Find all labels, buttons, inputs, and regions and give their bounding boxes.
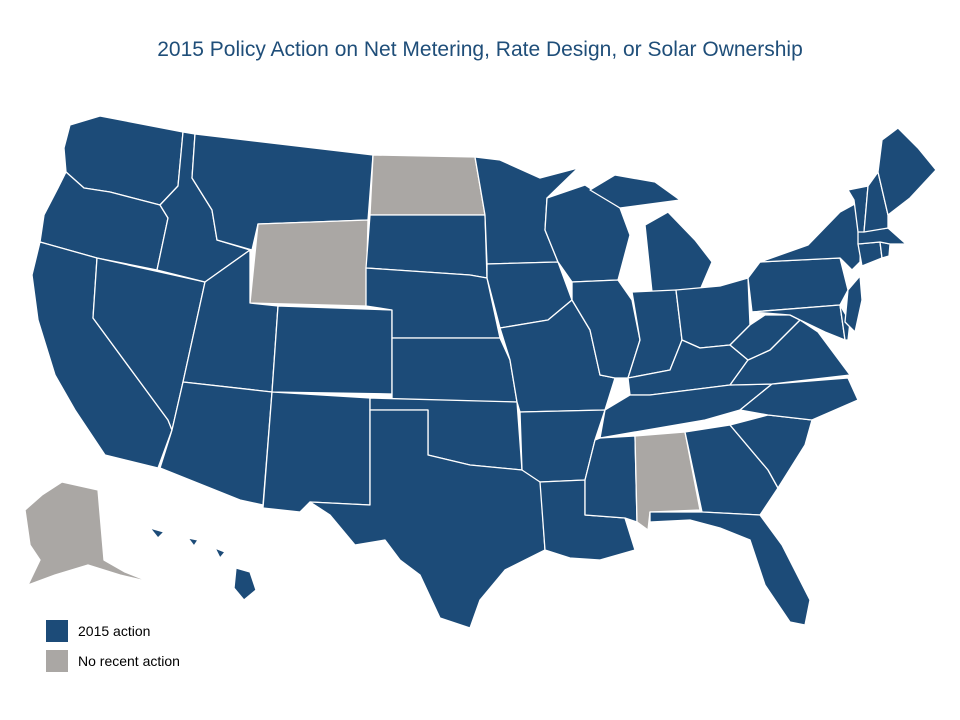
legend-item-2015-action: 2015 action (46, 616, 180, 646)
state-pennsylvania (747, 257, 849, 313)
state-texas (309, 409, 546, 629)
state-south-dakota (365, 214, 488, 279)
state-rhode-island (879, 241, 891, 259)
legend-swatch-2015-action (46, 620, 68, 642)
state-new-mexico (262, 391, 371, 513)
map-title: 2015 Policy Action on Net Metering, Rate… (157, 38, 803, 61)
legend-label-no-recent-action: No recent action (78, 653, 180, 669)
state-north-dakota (369, 154, 486, 216)
state-new-jersey (844, 275, 863, 333)
state-maine (877, 127, 937, 216)
state-florida (649, 511, 811, 626)
state-west-virginia (729, 314, 801, 361)
state-hawaii (149, 527, 257, 601)
state-connecticut (857, 241, 883, 267)
state-new-york (759, 199, 863, 271)
state-mississippi (584, 435, 638, 523)
state-kansas (391, 337, 518, 403)
state-alaska (24, 481, 151, 586)
legend-swatch-no-recent-action (46, 650, 68, 672)
state-colorado (271, 305, 393, 395)
states-layer (24, 115, 937, 629)
state-wyoming (249, 219, 369, 307)
state-illinois (571, 279, 641, 379)
legend-item-no-recent-action: No recent action (46, 646, 180, 676)
state-north-carolina (739, 377, 859, 421)
legend-label-2015-action: 2015 action (78, 623, 151, 639)
state-vermont (847, 185, 869, 233)
legend: 2015 action No recent action (46, 616, 180, 676)
state-new-hampshire (863, 171, 889, 233)
